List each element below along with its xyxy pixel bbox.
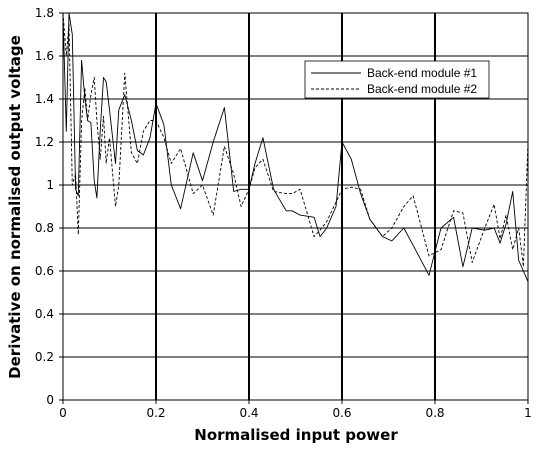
series-line-module-1	[62, 12, 529, 282]
y-tick-label: 1.2	[35, 135, 54, 149]
y-tick-label: 0.8	[35, 221, 54, 235]
series-line-module-2	[62, 12, 529, 268]
y-axis-label: Derivative on normalised output voltage	[6, 35, 24, 379]
x-tick-label: 1	[524, 406, 532, 420]
y-tick-label: 1.4	[35, 92, 54, 106]
x-tick-label: 0.4	[239, 406, 258, 420]
x-tick-label: 0.6	[332, 406, 351, 420]
y-tick-label: 1	[46, 178, 54, 192]
y-tick-label: 0.6	[35, 264, 54, 278]
y-tick-label: 0.4	[35, 307, 54, 321]
y-tick-label: 0	[46, 393, 54, 407]
y-tick-label: 1.8	[35, 6, 54, 20]
y-tick-label: 1.6	[35, 49, 54, 63]
tick-labels: 0 0.2 0.4 0.6 0.8 1 1.2 1.4 1.6 1.8 0 0.2 0.4 0.6 0.8 1	[35, 6, 532, 420]
series-lines	[62, 12, 529, 282]
x-tick-label: 0	[59, 406, 67, 420]
y-tick-label: 0.2	[35, 350, 54, 364]
x-tick-label: 0.8	[425, 406, 444, 420]
x-axis-label: Normalised input power	[194, 426, 398, 444]
legend-box	[304, 60, 490, 99]
x-tick-label: 0.2	[146, 406, 165, 420]
legend-entry-module-2: Back-end module #2	[367, 82, 477, 96]
plot-frame	[62, 12, 529, 401]
legend: Back-end module #1 Back-end module #2	[304, 60, 490, 99]
legend-entry-module-1: Back-end module #1	[367, 66, 477, 80]
